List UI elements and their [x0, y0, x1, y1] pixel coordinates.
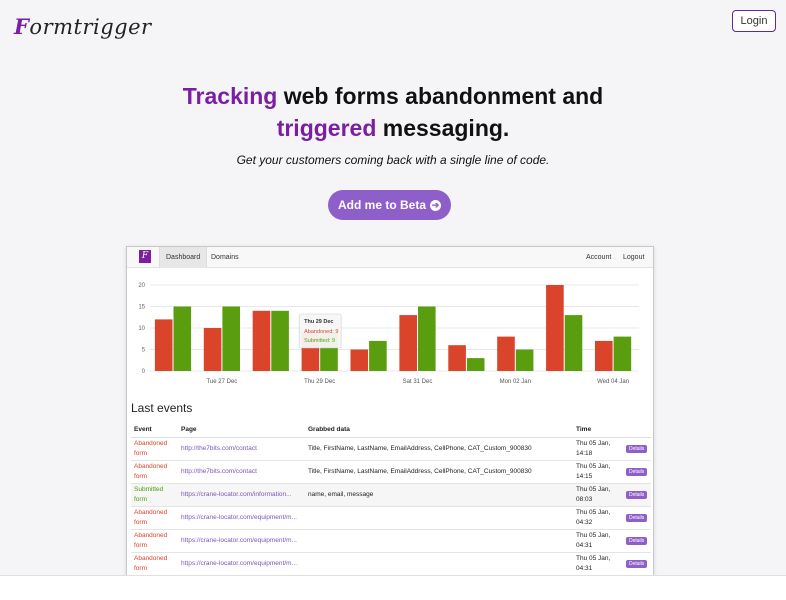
chart-bar-abandoned: [203, 328, 222, 371]
app-logo[interactable]: F: [139, 250, 151, 263]
page-link[interactable]: http://the7bits.com/contact: [178, 437, 305, 461]
tooltip-line-submitted: Submitted: 9: [304, 338, 335, 344]
grabbed-data: name, email, message: [305, 483, 573, 507]
chart-tooltip: [298, 313, 342, 349]
chart-bar-abandoned: [448, 345, 466, 371]
page-link[interactable]: https://crane-locator.com/equipment/m...: [178, 506, 305, 530]
tab-dashboard[interactable]: Dashboard: [159, 247, 208, 268]
app-navbar: F Dashboard Domains Account Logout: [127, 247, 653, 268]
page-link[interactable]: https://crane-locator.com/equipment/m...: [178, 552, 305, 575]
event-time: Thu 05 Jan, 14:15: [573, 460, 623, 484]
chart-bar-abandoned: [594, 340, 613, 371]
chart-bar-submitted: [271, 310, 289, 371]
details-button[interactable]: Details: [626, 490, 648, 499]
col-header-event: Event: [131, 423, 178, 438]
chart-bar-abandoned: [399, 315, 417, 371]
grabbed-data: [305, 529, 573, 553]
details-button[interactable]: Details: [626, 559, 648, 568]
event-time: Thu 05 Jan, 04:31: [573, 552, 623, 575]
chart-bar-submitted: [417, 306, 436, 371]
hero-title-accent-tracking: Tracking: [182, 83, 278, 109]
event-time: Thu 05 Jan, 04:32: [573, 506, 623, 530]
x-tick-label: Sat 31 Dec: [403, 379, 433, 385]
chart-bar-submitted: [515, 349, 534, 371]
table-header-row: Event Page Grabbed data Time: [131, 423, 651, 438]
y-tick-label: 15: [138, 305, 145, 311]
col-header-grabbed-data: Grabbed data: [305, 423, 573, 438]
x-tick-label: Tue 27 Dec: [206, 379, 237, 385]
chart-bar-submitted: [613, 336, 632, 371]
event-type: Submitted form: [131, 483, 178, 507]
events-bar-chart: 0 5 10 15 20 Tue 27 Dec Thu 29 Dec Sat 31 Dec Mo…: [138, 283, 639, 385]
x-tick-label: Mon 02 Jan: [500, 379, 531, 385]
event-time: Thu 05 Jan, 08:03: [573, 483, 623, 507]
dashboard-preview: F Dashboard Domains Account Logout 0 5 10 1…: [126, 246, 654, 576]
chart-bar-submitted: [564, 315, 583, 371]
grabbed-data: [305, 552, 573, 575]
page-link[interactable]: https://crane-locator.com/information...: [178, 483, 305, 507]
arrow-circle-right-icon: ➔: [430, 199, 441, 211]
page-link[interactable]: https://crane-locator.com/equipment/m...: [178, 529, 305, 553]
details-button[interactable]: Details: [626, 444, 648, 453]
details-button[interactable]: Details: [626, 536, 648, 545]
page-link[interactable]: http://the7bits.com/contact: [178, 460, 305, 484]
chart-bar-submitted: [222, 306, 240, 371]
event-time: Thu 05 Jan, 04:31: [573, 529, 623, 553]
details-button[interactable]: Details: [626, 513, 648, 522]
page-footer-strip: [0, 575, 786, 600]
chart-bar-submitted: [173, 306, 192, 371]
event-type: Abandoned form: [131, 552, 178, 575]
y-tick-label: 0: [142, 369, 146, 375]
tooltip-line-abandoned: Abandoned: 9: [304, 329, 338, 335]
chart-bar-submitted: [369, 340, 387, 371]
logout-link[interactable]: Logout: [623, 254, 645, 261]
col-header-time: Time: [573, 423, 623, 438]
brand-logo[interactable]: Formtrigger: [14, 14, 152, 39]
hero-title-line-2: messaging.: [376, 115, 510, 141]
event-type: Abandoned form: [131, 529, 178, 553]
chart-bar-abandoned: [350, 349, 369, 371]
table-row: Submitted form https://crane-locator.com/…: [131, 483, 651, 507]
event-time: Thu 05 Jan, 14:18: [573, 437, 623, 461]
hero-title-accent-triggered: triggered: [276, 115, 377, 141]
add-me-to-beta-button[interactable]: Add me to Beta ➔: [328, 190, 451, 220]
event-type: Abandoned form: [131, 460, 178, 484]
hero-title: Tracking web forms abandonment and trigg…: [0, 80, 786, 144]
grabbed-data: Title, FirstName, LastName, EmailAddress…: [305, 437, 573, 461]
chart-bar-abandoned: [154, 319, 173, 371]
y-tick-label: 20: [138, 283, 145, 289]
col-header-page: Page: [178, 423, 305, 438]
table-row: Abandoned form https://crane-locator.com/…: [131, 506, 651, 530]
x-tick-label: Thu 29 Dec: [304, 379, 335, 385]
details-button[interactable]: Details: [626, 467, 648, 476]
event-type: Abandoned form: [131, 437, 178, 461]
account-link[interactable]: Account: [586, 254, 612, 261]
chart-bar-abandoned: [252, 310, 271, 371]
tooltip-title: Thu 29 Dec: [304, 319, 333, 325]
x-tick-label: Wed 04 Jan: [597, 379, 629, 385]
chart-bar-abandoned: [546, 285, 564, 371]
tab-domains[interactable]: Domains: [211, 254, 239, 261]
grabbed-data: Title, FirstName, LastName, EmailAddress…: [305, 460, 573, 484]
last-events-title: Last events: [131, 401, 193, 415]
table-row: Abandoned form http://the7bits.com/contac…: [131, 460, 651, 484]
chart-bar-submitted: [466, 358, 485, 371]
table-row: Abandoned form http://the7bits.com/contac…: [131, 437, 651, 461]
cta-label: Add me to Beta: [337, 198, 426, 212]
last-events-table: Event Page Grabbed data Time Abandoned f…: [131, 423, 651, 575]
y-tick-label: 10: [138, 326, 145, 332]
col-header-actions: [623, 423, 651, 438]
hero-title-line-1: web forms abandonment and: [277, 83, 604, 109]
login-button[interactable]: Login: [732, 10, 776, 32]
table-row: Abandoned form https://crane-locator.com/…: [131, 552, 651, 575]
table-row: Abandoned form https://crane-locator.com/…: [131, 529, 651, 553]
grabbed-data: [305, 506, 573, 530]
event-type: Abandoned form: [131, 506, 178, 530]
chart-bar-abandoned: [497, 336, 515, 371]
hero-subtitle: Get your customers coming back with a si…: [236, 153, 550, 167]
y-tick-label: 5: [142, 348, 146, 354]
